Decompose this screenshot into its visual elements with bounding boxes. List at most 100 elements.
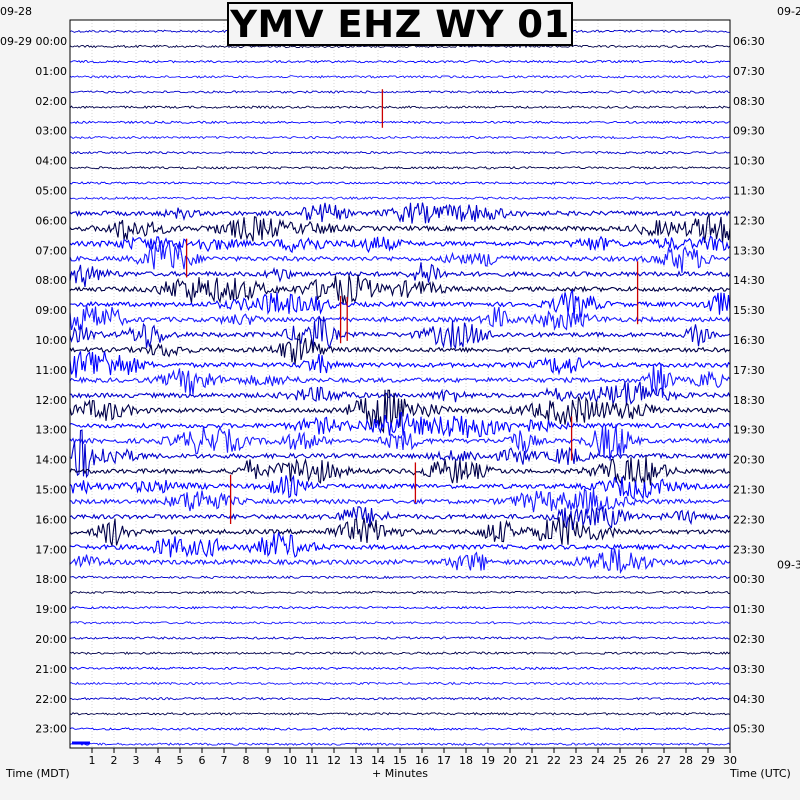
x-tick-label: 6 [199, 754, 206, 767]
trace-line [69, 666, 731, 671]
left-time-label: 20:00 [35, 633, 67, 646]
left-date-label: 09-28 [0, 5, 32, 18]
x-tick-label: 8 [243, 754, 250, 767]
right-time-label: 15:30 [733, 304, 765, 317]
minute-grid [91, 20, 731, 748]
chart-title: YMV EHZ WY 01 [230, 2, 570, 46]
x-tick-label: 11 [305, 754, 319, 767]
x-tick-label: 26 [635, 754, 649, 767]
right-time-label: 12:30 [733, 214, 765, 227]
seismogram-traces [69, 29, 731, 746]
trace-line [69, 506, 731, 531]
right-time-label: 08:30 [733, 95, 765, 108]
right-time-label: 23:30 [733, 543, 765, 556]
trace-line [69, 202, 731, 224]
trace-line [69, 727, 731, 731]
title-box: YMV EHZ WY 01 [227, 2, 573, 46]
right-time-label: 06:30 [733, 35, 765, 48]
x-axis: 1 2 3 4 5 6 7 8 9 10 11 12 13 14 15 16 17 18 19 20 21 22 23 24 2… [89, 748, 737, 767]
left-time-label: 22:00 [35, 693, 67, 706]
trace-line [69, 455, 731, 486]
trace-line [69, 150, 731, 155]
left-time-label: 03:00 [35, 125, 67, 138]
trace-line [69, 212, 731, 244]
right-date-label: 09-2 [777, 5, 800, 18]
right-axis-title: Time (UTC) [729, 767, 791, 780]
trace-line [69, 196, 731, 200]
right-time-label: 07:30 [733, 65, 765, 78]
x-tick-label: 25 [613, 754, 627, 767]
x-tick-label: 9 [265, 754, 272, 767]
trace-line [69, 389, 731, 434]
trace-line [69, 363, 731, 398]
right-time-label: 21:30 [733, 484, 765, 497]
x-axis-label: + Minutes [372, 767, 428, 780]
left-time-label: 05:00 [35, 185, 67, 198]
x-tick-label: 13 [349, 754, 363, 767]
trace-line [69, 742, 731, 746]
x-tick-label: 3 [133, 754, 140, 767]
trace-line [69, 44, 731, 49]
x-tick-label: 14 [371, 754, 385, 767]
trace-line [69, 474, 731, 501]
right-time-axis: 09-2 09-3 06:30 07:30 08:30 09:30 10:30 11:30 12… [733, 5, 800, 736]
x-tick-label: 30 [723, 754, 737, 767]
left-time-label: 06:00 [35, 214, 67, 227]
x-tick-label: 27 [657, 754, 671, 767]
x-tick-label: 19 [481, 754, 495, 767]
left-time-label: 21:00 [35, 663, 67, 676]
trace-line [69, 331, 731, 365]
event-markers [72, 89, 639, 745]
trace-line [69, 120, 731, 125]
left-time-label: 08:00 [35, 274, 67, 287]
right-date-label: 09-3 [777, 558, 800, 571]
x-tick-label: 20 [503, 754, 517, 767]
trace-line [69, 381, 731, 406]
right-time-label: 17:30 [733, 364, 765, 377]
x-tick-label: 7 [221, 754, 228, 767]
left-time-label: 14:00 [35, 454, 67, 467]
right-time-label: 09:30 [733, 125, 765, 138]
left-axis-title: Time (MDT) [5, 767, 70, 780]
left-time-axis: 09-28 09-29 00:00 01:00 02:00 03:00 04:00 05:0… [0, 5, 67, 736]
left-time-label: 13:00 [35, 424, 67, 437]
trace-line [69, 59, 731, 64]
x-tick-label: 24 [591, 754, 605, 767]
trace-line [69, 681, 731, 686]
left-time-label: 18:00 [35, 573, 67, 586]
trace-line [69, 620, 731, 625]
trace-line [69, 651, 731, 655]
trace-line [69, 712, 731, 716]
right-time-label: 13:30 [733, 244, 765, 257]
trace-line [69, 289, 731, 319]
x-tick-label: 4 [155, 754, 162, 767]
right-time-label: 03:30 [733, 663, 765, 676]
x-tick-label: 5 [177, 754, 184, 767]
x-tick-label: 10 [283, 754, 297, 767]
left-time-label: 15:00 [35, 484, 67, 497]
right-time-label: 14:30 [733, 274, 765, 287]
trace-line [69, 181, 731, 185]
right-time-label: 19:30 [733, 424, 765, 437]
trace-line [69, 166, 731, 170]
trace-line [69, 315, 731, 350]
trace-line [69, 590, 731, 595]
left-time-label: 04:00 [35, 155, 67, 168]
left-time-label: 17:00 [35, 543, 67, 556]
left-time-label: 02:00 [35, 95, 67, 108]
right-time-label: 00:30 [733, 573, 765, 586]
trace-line [69, 351, 731, 378]
left-time-label: 07:00 [35, 244, 67, 257]
x-tick-label: 23 [569, 754, 583, 767]
trace-line [69, 304, 731, 331]
left-time-label: 11:00 [35, 364, 67, 377]
trace-line [69, 548, 731, 575]
trace-line [69, 424, 731, 461]
right-time-label: 20:30 [733, 454, 765, 467]
trace-line [69, 696, 731, 701]
trace-line [69, 240, 731, 273]
right-time-label: 18:30 [733, 394, 765, 407]
trace-line [69, 274, 731, 305]
trace-line [69, 262, 731, 288]
x-tick-label: 29 [701, 754, 715, 767]
